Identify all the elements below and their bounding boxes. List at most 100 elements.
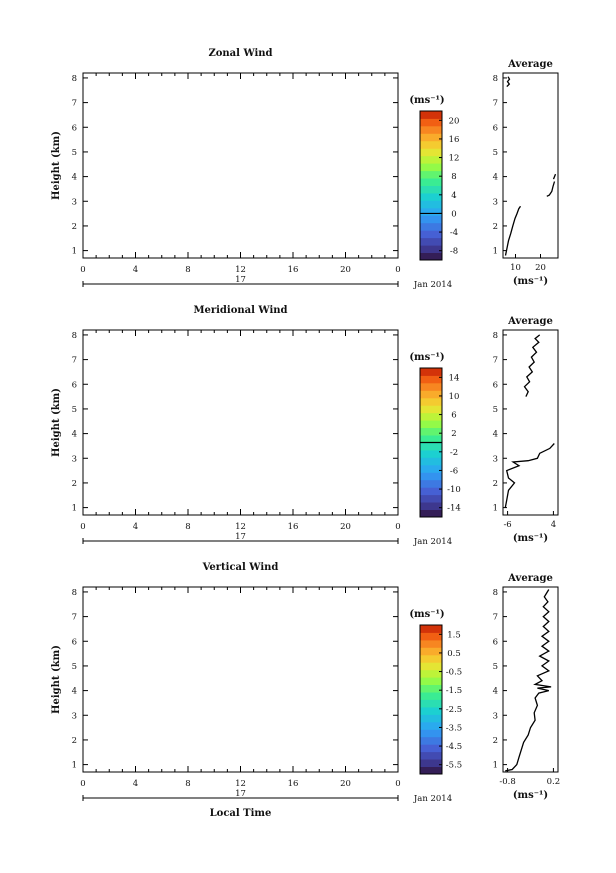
colorbar-tick-label: -6	[450, 466, 458, 476]
avg-y-tick-label: 2	[493, 736, 498, 746]
colorbar-tick-label: -2	[450, 448, 458, 458]
y-tick-label: 6	[72, 380, 77, 390]
y-tick-label: 7	[72, 99, 77, 109]
x-tick-label: 16	[288, 779, 299, 789]
x-tick-label: 4	[133, 779, 138, 789]
average-title: Average	[507, 59, 553, 70]
colorbar-bin	[420, 744, 442, 753]
x-tick-label: 0	[80, 265, 85, 275]
average-profile-line	[506, 76, 511, 88]
plot-title: Meridional Wind	[193, 305, 287, 316]
colorbar-bin	[420, 207, 442, 216]
colorbar-tick-label: 1.5	[447, 630, 461, 640]
x-tick-label: 20	[340, 522, 351, 532]
y-tick-label: 4	[72, 687, 77, 697]
avg-y-tick-label: 5	[493, 405, 498, 415]
x-tick-label: 12	[235, 265, 246, 275]
x-tick-label: 8	[185, 522, 190, 532]
colorbar-frame	[419, 110, 443, 261]
avg-y-tick-label: 1	[493, 761, 498, 771]
avg-y-tick-label: 8	[493, 74, 498, 84]
plot-title: Vertical Wind	[202, 562, 279, 573]
colorbar-bin	[420, 390, 442, 399]
colorbar-tick-label: 8	[451, 172, 456, 182]
colorbar-unit: (ms⁻¹)	[409, 95, 444, 106]
y-tick-label: 5	[72, 405, 77, 415]
avg-y-tick-label: 7	[493, 356, 498, 366]
avg-y-tick-label: 8	[493, 588, 498, 598]
colorbar-bin	[420, 215, 442, 224]
colorbar-bin	[420, 368, 442, 376]
colorbar-tick-label: -8	[450, 247, 458, 257]
colorbar-tick-label: 6	[451, 411, 456, 421]
avg-y-tick-label: 7	[493, 99, 498, 109]
colorbar-bin	[420, 479, 442, 488]
colorbar-bin	[420, 405, 442, 414]
colorbar-bin	[420, 200, 442, 209]
colorbar-bin	[420, 662, 442, 671]
colorbar-bin	[420, 472, 442, 481]
colorbar-unit: (ms⁻¹)	[409, 609, 444, 620]
colorbar-bin	[420, 412, 442, 421]
x-tick-label: 16	[288, 522, 299, 532]
average-frame	[502, 586, 559, 773]
x-tick-label: 0	[80, 522, 85, 532]
colorbar-bin	[420, 178, 442, 186]
plot-frame	[82, 72, 399, 259]
colorbar-bin	[420, 170, 442, 179]
y-tick-label: 6	[72, 123, 77, 133]
x-tick-label: 4	[133, 265, 138, 275]
y-tick-label: 3	[72, 197, 77, 207]
colorbar-tick-label: 20	[449, 116, 460, 126]
avg-y-tick-label: 1	[493, 247, 498, 257]
plot-title: Zonal Wind	[208, 48, 272, 59]
colorbar-tick-label: 16	[449, 135, 460, 145]
avg-x-axis-label: (ms⁻¹)	[513, 790, 548, 801]
colorbar-tick-label: 14	[449, 373, 460, 383]
y-tick-label: 4	[72, 173, 77, 183]
colorbar-tick-label: 10	[449, 392, 460, 402]
colorbar-bin	[420, 222, 442, 231]
avg-x-tick-label: 10	[510, 263, 521, 273]
colorbar-bin	[420, 502, 442, 510]
avg-y-tick-label: 4	[493, 173, 498, 183]
avg-y-tick-label: 3	[493, 197, 498, 207]
avg-y-tick-label: 5	[493, 148, 498, 158]
colorbar-bin	[420, 140, 442, 149]
avg-y-tick-label: 4	[493, 430, 498, 440]
colorbar-tick-label: 2	[451, 429, 456, 439]
x-tick-label: 8	[185, 265, 190, 275]
y-tick-label: 3	[72, 711, 77, 721]
colorbar-tick-label: -4.5	[446, 742, 462, 752]
colorbar-bin	[420, 632, 442, 641]
average-profile-line	[523, 334, 541, 397]
colorbar-bin	[420, 494, 442, 503]
avg-x-tick-label: 0.2	[547, 777, 561, 787]
colorbar-bin	[420, 639, 442, 648]
x-tick-label: 0	[395, 779, 400, 789]
avg-y-tick-label: 6	[493, 123, 498, 133]
colorbar-bin	[420, 230, 442, 239]
colorbar-tick-label: 0	[451, 209, 456, 219]
avg-y-tick-label: 3	[493, 711, 498, 721]
colorbar-bin	[420, 237, 442, 246]
y-axis-label: Height (km)	[51, 388, 62, 457]
x-tick-label: 16	[288, 265, 299, 275]
x-tick-label: 4	[133, 522, 138, 532]
y-tick-label: 1	[72, 761, 77, 771]
colorbar-bin	[420, 375, 442, 384]
average-frame	[502, 72, 559, 259]
avg-y-tick-label: 4	[493, 687, 498, 697]
colorbar-bin	[420, 647, 442, 656]
avg-y-tick-label: 1	[493, 504, 498, 514]
y-tick-label: 8	[72, 331, 77, 341]
avg-y-tick-label: 6	[493, 380, 498, 390]
avg-y-tick-label: 8	[493, 331, 498, 341]
average-profile-line	[505, 589, 552, 772]
x-tick-label: 0	[395, 522, 400, 532]
avg-y-tick-label: 6	[493, 637, 498, 647]
y-tick-label: 7	[72, 613, 77, 623]
colorbar-bin	[420, 192, 442, 201]
colorbar-bin	[420, 111, 442, 119]
average-profile-line	[504, 205, 522, 256]
